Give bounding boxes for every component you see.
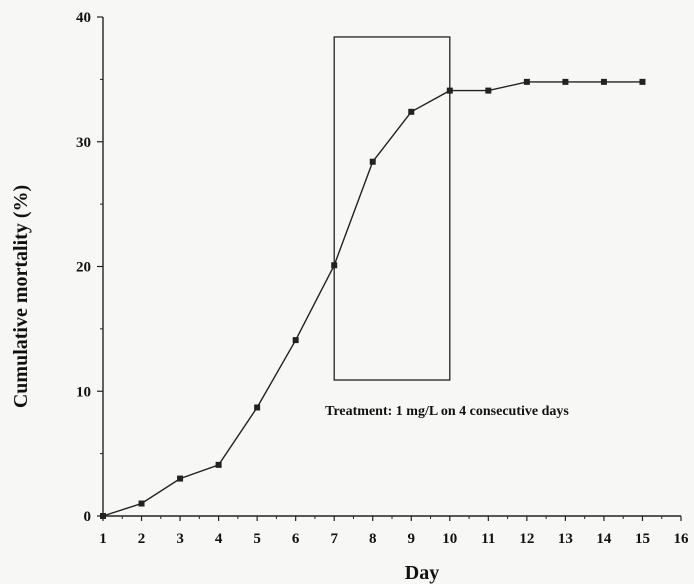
data-point bbox=[523, 78, 530, 85]
y-tick-label: 40 bbox=[76, 10, 91, 26]
data-point bbox=[138, 500, 145, 507]
data-point bbox=[408, 108, 415, 115]
x-tick-label: 12 bbox=[519, 531, 534, 547]
x-tick-label: 11 bbox=[481, 531, 495, 547]
x-tick-label: 5 bbox=[253, 531, 261, 547]
y-axis: 0 10 20 30 40 bbox=[76, 10, 103, 525]
x-tick-label: 7 bbox=[330, 531, 338, 547]
x-tick-label: 2 bbox=[138, 531, 146, 547]
chart-frame bbox=[102, 17, 681, 517]
data-point bbox=[369, 158, 376, 165]
x-tick-label: 9 bbox=[408, 531, 416, 547]
series-line bbox=[102, 81, 643, 517]
x-axis-title: Day bbox=[405, 562, 439, 584]
x-tick-label: 8 bbox=[369, 531, 377, 547]
x-tick-label: 10 bbox=[442, 531, 457, 547]
data-point bbox=[254, 404, 261, 411]
data-point bbox=[177, 475, 184, 482]
x-tick-label: 6 bbox=[292, 531, 300, 547]
data-point bbox=[562, 78, 569, 85]
x-tick-label: 14 bbox=[596, 531, 612, 547]
data-point bbox=[600, 78, 607, 85]
treatment-box bbox=[333, 36, 451, 381]
y-tick-label: 30 bbox=[76, 135, 91, 151]
data-point bbox=[292, 337, 299, 344]
treatment-annotation: Treatment: 1 mg/L on 4 consecutive days bbox=[325, 404, 569, 419]
data-point bbox=[485, 87, 492, 94]
x-axis: 1 2 3 4 5 6 7 8 9 10 11 12 13 14 15 16 bbox=[99, 516, 689, 547]
y-axis-title: Cumulative mortality (%) bbox=[10, 185, 32, 408]
data-point bbox=[639, 78, 646, 85]
data-point bbox=[215, 461, 222, 468]
y-tick-label: 20 bbox=[76, 260, 91, 276]
x-tick-label: 3 bbox=[176, 531, 184, 547]
x-tick-label: 4 bbox=[215, 531, 223, 547]
x-tick-label: 13 bbox=[558, 531, 573, 547]
x-tick-label: 16 bbox=[674, 531, 690, 547]
data-point bbox=[100, 513, 106, 519]
y-tick-label: 0 bbox=[84, 509, 92, 525]
x-tick-label: 1 bbox=[99, 531, 107, 547]
data-points bbox=[100, 78, 646, 519]
x-tick-label: 15 bbox=[635, 531, 650, 547]
data-point bbox=[331, 262, 338, 269]
data-point bbox=[446, 87, 453, 94]
y-tick-label: 10 bbox=[76, 384, 91, 400]
